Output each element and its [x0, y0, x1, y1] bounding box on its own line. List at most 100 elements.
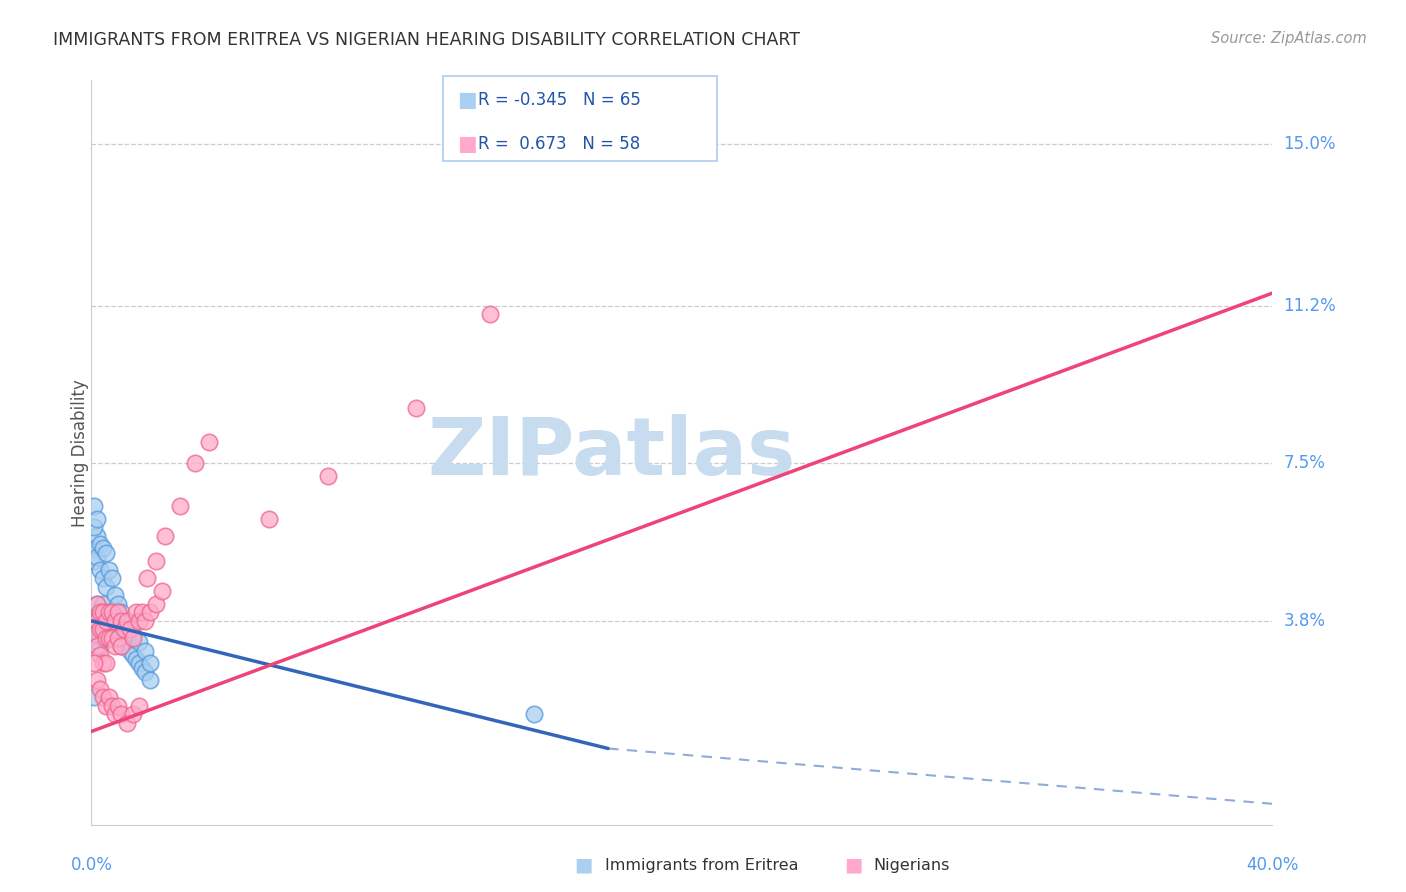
Point	[89, 605, 111, 619]
Point	[112, 623, 135, 637]
Point	[101, 605, 124, 619]
Point	[86, 626, 108, 640]
Point	[89, 681, 111, 696]
Text: 15.0%: 15.0%	[1284, 135, 1336, 153]
Point	[96, 657, 118, 671]
Text: ZIPatlas: ZIPatlas	[427, 414, 796, 491]
Point	[101, 605, 124, 619]
Point	[83, 605, 105, 619]
Point	[83, 541, 105, 556]
Point	[86, 673, 108, 688]
Point	[104, 631, 127, 645]
Point	[96, 546, 118, 560]
Point	[101, 571, 124, 585]
Point	[91, 597, 114, 611]
Point	[136, 571, 159, 585]
Point	[169, 499, 191, 513]
Point	[104, 640, 127, 654]
Point	[91, 605, 114, 619]
Text: ■: ■	[844, 855, 863, 875]
Point	[134, 665, 156, 679]
Text: ■: ■	[457, 89, 477, 110]
Point	[153, 529, 177, 543]
Text: 7.5%: 7.5%	[1284, 454, 1326, 473]
Point	[91, 614, 114, 628]
Point	[86, 597, 108, 611]
Point	[115, 635, 138, 649]
Point	[107, 635, 129, 649]
Point	[91, 690, 114, 705]
Point	[101, 698, 124, 713]
Point	[89, 623, 111, 637]
Point	[83, 614, 105, 628]
Point	[98, 605, 121, 619]
Point	[86, 597, 108, 611]
Point	[89, 605, 111, 619]
Point	[96, 605, 118, 619]
Point	[478, 307, 502, 321]
Point	[110, 614, 132, 628]
Point	[198, 435, 221, 450]
Text: IMMIGRANTS FROM ERITREA VS NIGERIAN HEARING DISABILITY CORRELATION CHART: IMMIGRANTS FROM ERITREA VS NIGERIAN HEAR…	[53, 31, 800, 49]
Point	[115, 715, 138, 730]
Point	[110, 640, 132, 654]
Point	[131, 605, 153, 619]
Point	[96, 698, 118, 713]
Text: Nigerians: Nigerians	[873, 858, 949, 872]
Point	[98, 623, 121, 637]
Point	[316, 469, 339, 483]
Point	[107, 597, 129, 611]
Point	[91, 657, 114, 671]
Point	[83, 499, 105, 513]
Point	[124, 605, 148, 619]
Point	[89, 640, 111, 654]
Point	[89, 537, 111, 551]
Point	[405, 401, 427, 415]
Point	[110, 626, 132, 640]
Point	[128, 657, 150, 671]
Point	[139, 605, 162, 619]
Point	[98, 631, 121, 645]
Point	[110, 605, 132, 619]
Point	[145, 597, 167, 611]
Text: 0.0%: 0.0%	[70, 855, 112, 873]
Point	[118, 623, 141, 637]
Point	[83, 614, 105, 628]
Point	[86, 614, 108, 628]
Point	[128, 614, 150, 628]
Point	[131, 660, 153, 674]
Point	[121, 631, 143, 645]
Point	[89, 631, 111, 645]
Point	[91, 623, 114, 637]
Point	[96, 614, 118, 628]
Point	[83, 690, 105, 705]
Text: R =  0.673   N = 58: R = 0.673 N = 58	[478, 135, 640, 153]
Point	[101, 626, 124, 640]
Point	[98, 614, 121, 628]
Point	[91, 571, 114, 585]
Point	[83, 657, 105, 671]
Point	[86, 549, 108, 564]
Point	[139, 657, 162, 671]
Point	[86, 511, 108, 525]
Point	[110, 707, 132, 722]
Point	[83, 520, 105, 534]
Point	[96, 623, 118, 637]
Point	[128, 698, 150, 713]
Point	[101, 631, 124, 645]
Point	[91, 623, 114, 637]
Point	[89, 648, 111, 662]
Point	[104, 618, 127, 632]
Point	[121, 707, 143, 722]
Point	[115, 614, 138, 628]
Point	[86, 640, 108, 654]
Y-axis label: Hearing Disability: Hearing Disability	[72, 379, 89, 526]
Point	[104, 707, 127, 722]
Point	[89, 623, 111, 637]
Point	[128, 635, 150, 649]
Point	[86, 623, 108, 637]
Point	[107, 631, 129, 645]
Point	[101, 614, 124, 628]
Point	[107, 698, 129, 713]
Point	[86, 529, 108, 543]
